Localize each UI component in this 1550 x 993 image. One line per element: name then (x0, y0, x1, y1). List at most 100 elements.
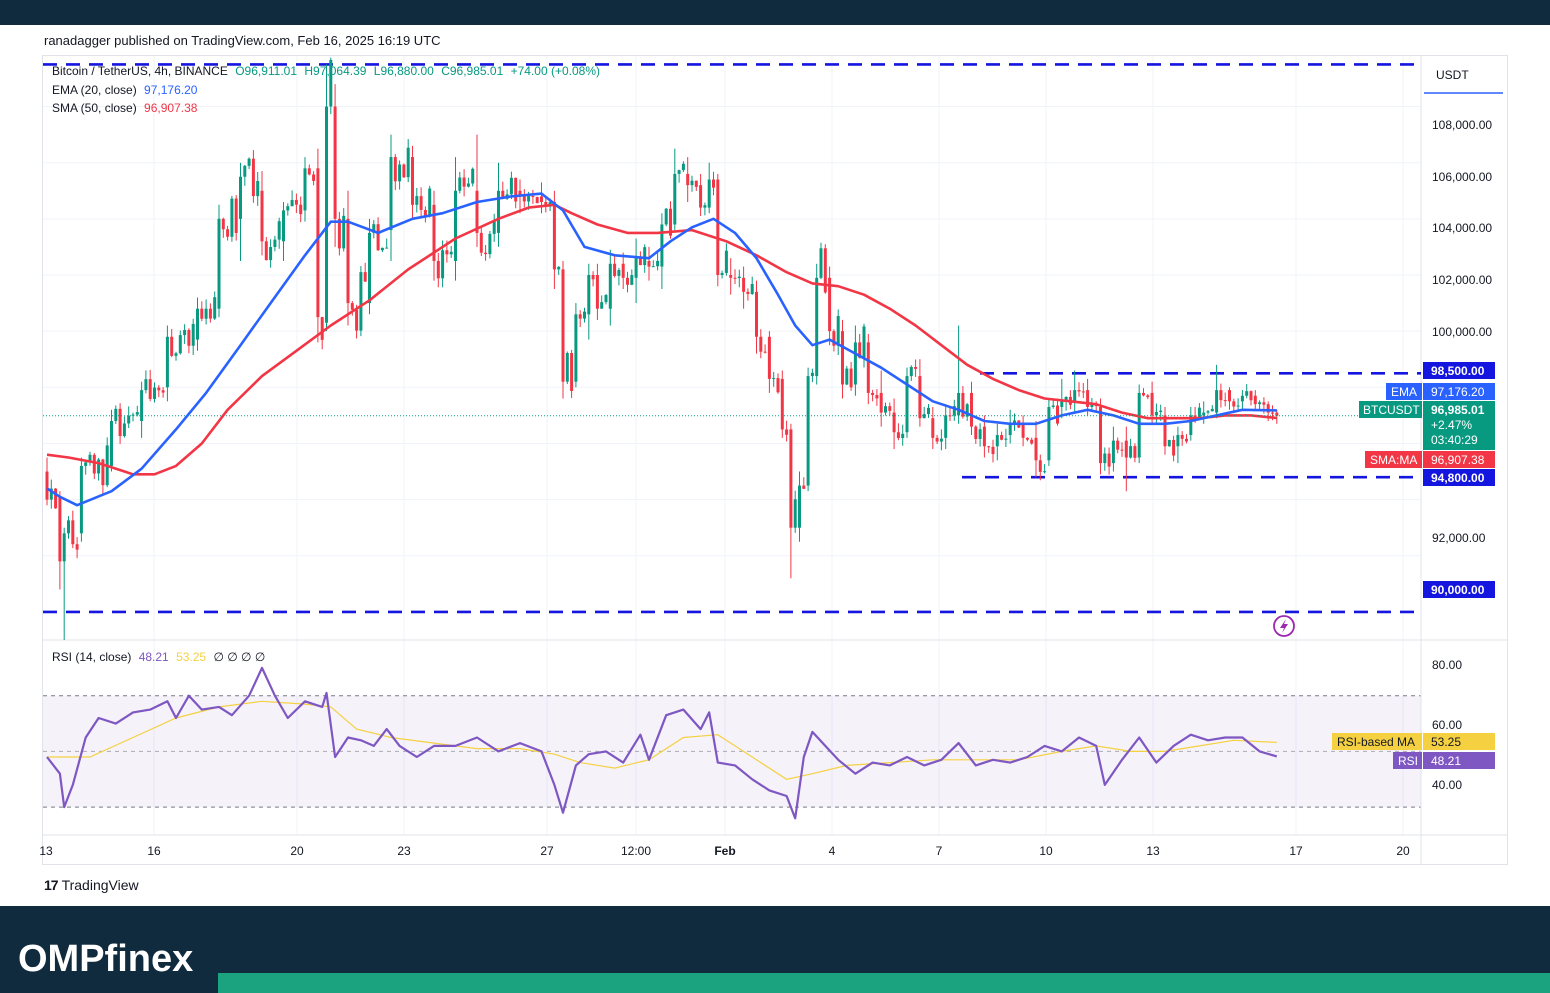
candle-body (621, 263, 625, 278)
tradingview-logo[interactable]: 17 TradingView (44, 877, 139, 893)
chart-frame (42, 55, 1508, 865)
time-tick: 13 (39, 844, 53, 858)
candle-body (991, 446, 995, 455)
candle-body (570, 353, 574, 391)
candle-body (1172, 439, 1176, 456)
candle-body (243, 165, 247, 177)
sma-name-tag-bg (1365, 451, 1422, 468)
candle-body (1030, 439, 1034, 444)
candle-body (355, 309, 359, 331)
candle-body (337, 218, 341, 249)
time-tick: 4 (829, 844, 836, 858)
low-value: L96,880.00 (373, 64, 434, 78)
candle-body (398, 164, 402, 182)
candle-body (277, 221, 281, 240)
candle-body (1034, 437, 1038, 461)
candle-body (140, 390, 144, 421)
candle-body (97, 459, 101, 474)
candles (45, 57, 1279, 640)
candle-body (849, 368, 853, 388)
candle-body (256, 181, 260, 197)
candle-body (591, 275, 595, 280)
candle-body (1107, 453, 1111, 467)
candle-body (230, 198, 234, 237)
sma-label: SMA (50, close) (52, 101, 137, 115)
price-tick: 92,000.00 (1432, 531, 1486, 545)
candle-body (677, 170, 681, 174)
time-tick: Feb (714, 844, 735, 858)
candle-body (1025, 437, 1029, 440)
candle-body (819, 248, 823, 278)
candle-body (200, 308, 204, 319)
ema-tag: 97,176.20 (1431, 385, 1485, 399)
candle-body (153, 387, 156, 399)
rsi-tick: 60.00 (1432, 718, 1462, 732)
candle-body (1185, 438, 1188, 442)
grid-lines (43, 56, 1421, 835)
candle-body (681, 163, 685, 171)
candle-body (88, 454, 92, 463)
candle-body (724, 250, 728, 273)
candle-body (1064, 396, 1068, 402)
candle-body (329, 59, 333, 107)
candle-body (273, 239, 277, 247)
candle-body (982, 426, 986, 447)
candle-body (643, 247, 647, 266)
rsi-tag-bg (1423, 752, 1495, 769)
price-tick: 100,000.00 (1432, 325, 1492, 339)
candle-body (161, 390, 165, 393)
candle-body (114, 408, 118, 421)
sma-50-line (46, 203, 1277, 476)
candle-body (208, 308, 212, 319)
candle-body (1193, 415, 1197, 419)
candle-body (750, 283, 754, 295)
support-tag-bg (1423, 469, 1495, 486)
candle-body (58, 496, 62, 562)
candle-body (165, 336, 169, 388)
candle-body (828, 277, 832, 332)
rsi-tick: 80.00 (1432, 658, 1462, 672)
candle-body (135, 412, 139, 415)
candle-body (630, 275, 634, 285)
candle-body (368, 232, 371, 304)
symbol-tag: BTCUSDT (1363, 403, 1420, 417)
candle-body (669, 208, 672, 236)
footer-accent-band (218, 973, 1550, 993)
candle-body (1154, 411, 1158, 416)
candle-body (686, 173, 690, 186)
candle-body (260, 190, 264, 242)
candle-body (729, 275, 733, 278)
candle-body (402, 164, 406, 178)
candle-body (1189, 415, 1193, 436)
candle-body (217, 218, 221, 309)
candle-body (419, 196, 423, 210)
candle-body (178, 335, 182, 354)
resistance-tag-bg (1423, 362, 1495, 379)
candle-body (462, 177, 466, 187)
candle-body (995, 435, 999, 447)
candle-body (294, 199, 298, 205)
candle-body (423, 209, 427, 217)
candle-body (127, 415, 131, 424)
candle-body (892, 412, 896, 433)
candle-body (841, 331, 844, 385)
candle-body (1129, 446, 1133, 458)
candle-body (845, 368, 849, 385)
publish-credit: ranadagger published on TradingView.com,… (44, 33, 441, 48)
candle-body (475, 190, 479, 233)
symbol-label: Bitcoin / TetherUS, 4h, BINANCE (52, 64, 228, 78)
candle-body (247, 158, 251, 166)
candle-body (282, 210, 285, 242)
candle-body (484, 252, 488, 255)
candle-body (901, 433, 905, 439)
candle-body (131, 414, 135, 416)
lightning-icon[interactable] (1273, 615, 1295, 637)
last-price-tag: 96,985.01 (1431, 403, 1485, 417)
open-value: O96,911.01 (235, 64, 298, 78)
sma-tag-bg (1423, 451, 1495, 468)
candle-body (471, 168, 475, 184)
candle-body (385, 247, 389, 249)
candle-body (170, 336, 174, 356)
candle-body (815, 277, 819, 377)
